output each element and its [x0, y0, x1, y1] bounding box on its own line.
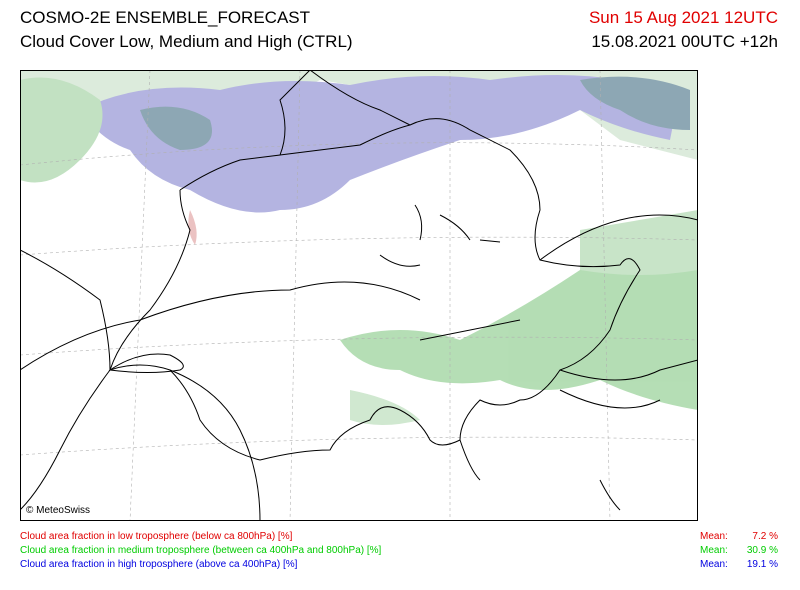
- mean-label: Mean:: [700, 545, 728, 556]
- mid-cloud: [350, 390, 420, 425]
- mean-high: 19.1 %: [746, 559, 778, 570]
- mean-low: 7.2 %: [752, 531, 778, 542]
- run-time: 15.08.2021 00UTC +12h: [591, 32, 778, 51]
- legend-high: Cloud area fraction in high troposphere …: [20, 559, 298, 570]
- copyright: © MeteoSwiss: [26, 505, 90, 516]
- subtitle: Cloud Cover Low, Medium and High (CTRL): [20, 32, 353, 51]
- map-frame: [20, 70, 698, 521]
- valid-time: Sun 15 Aug 2021 12UTC: [588, 8, 778, 27]
- mid-cloud: [20, 77, 103, 183]
- legend-medium: Cloud area fraction in medium tropospher…: [20, 545, 382, 556]
- graticule: [20, 70, 698, 521]
- mid-cloud: [580, 210, 698, 275]
- title: COSMO-2E ENSEMBLE_FORECAST: [20, 8, 311, 27]
- low-cloud: [188, 210, 197, 245]
- mid-cloud: [340, 247, 698, 410]
- legend-low: Cloud area fraction in low troposphere (…: [20, 531, 293, 542]
- mean-label: Mean:: [700, 531, 728, 542]
- high-cloud: [80, 75, 680, 213]
- mixed-cloud: [580, 76, 690, 130]
- mean-medium: 30.9 %: [746, 545, 778, 556]
- map: © MeteoSwiss: [20, 70, 698, 521]
- mean-label: Mean:: [700, 559, 728, 570]
- borders: [20, 70, 698, 521]
- mixed-cloud: [140, 106, 212, 150]
- cloud-fields: [20, 70, 698, 425]
